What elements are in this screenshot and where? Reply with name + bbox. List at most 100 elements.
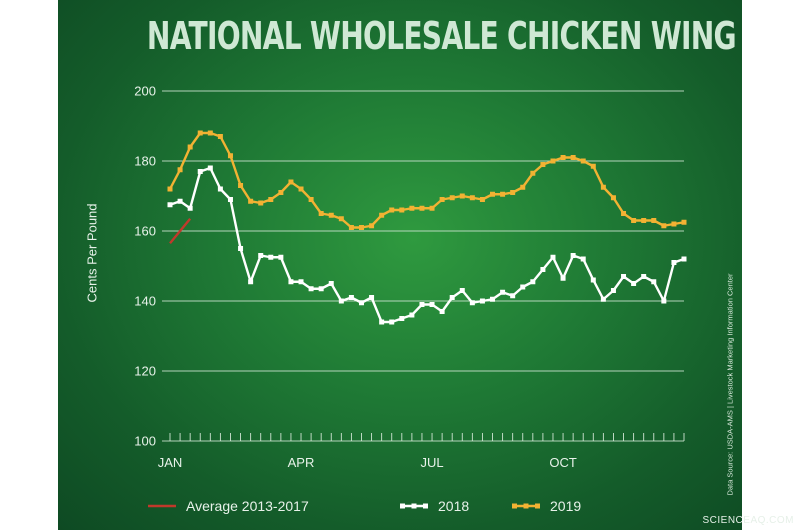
data-point-2018-week-2	[177, 198, 183, 204]
data-point-2019-week-47	[631, 218, 637, 223]
data-point-2019-week-34	[500, 191, 506, 197]
data-point-2018-week-35	[510, 293, 516, 299]
data-point-2018-week-19	[348, 295, 354, 300]
data-point-2019-week-10	[258, 200, 264, 206]
data-point-2019-week-49	[651, 218, 657, 223]
data-point-2019-week-52	[681, 219, 687, 225]
line-chart: 100 120 140 160 180 200 JAN APR JUL OCT	[134, 84, 687, 470]
y-tick-label-180: 180	[134, 154, 156, 169]
y-tick-label-100: 100	[134, 434, 156, 449]
data-point-2019-week-51	[671, 221, 677, 227]
x-tick-label-oct: OCT	[549, 455, 577, 470]
data-point-2019-week-26	[419, 205, 425, 211]
data-point-2018-week-47	[631, 281, 637, 286]
data-point-2019-week-13	[288, 179, 294, 185]
data-point-2018-week-4	[197, 169, 203, 174]
data-point-2019-week-14	[298, 186, 304, 192]
data-point-2018-week-32	[479, 298, 485, 304]
data-point-2018-week-5	[207, 165, 213, 171]
data-point-2019-week-19	[348, 225, 354, 230]
data-point-2019-week-44	[600, 184, 606, 190]
data-point-2018-week-52	[681, 256, 687, 262]
data-point-2019-week-40	[560, 155, 566, 160]
data-point-2019-week-33	[490, 191, 496, 197]
legend-item-2019: 2019	[512, 494, 581, 518]
data-point-2019-week-1	[167, 186, 173, 192]
data-point-2019-week-25	[409, 205, 415, 211]
data-point-2019-week-21	[369, 223, 375, 229]
data-point-2018-week-15	[308, 286, 314, 292]
data-point-2018-week-6	[217, 186, 223, 192]
data-point-2019-week-39	[550, 158, 556, 164]
data-point-2019-week-37	[530, 170, 536, 176]
data-point-2018-week-44	[600, 296, 606, 302]
data-point-2018-week-21	[369, 295, 375, 300]
data-point-2019-week-15	[308, 197, 314, 202]
data-point-2019-week-2	[177, 167, 183, 173]
data-point-2018-week-11	[268, 254, 274, 260]
data-point-2018-week-39	[550, 254, 556, 260]
data-point-2018-week-20	[358, 300, 364, 306]
data-point-2019-week-12	[278, 190, 284, 195]
data-point-2019-week-38	[540, 162, 546, 167]
data-point-2019-week-46	[621, 211, 627, 216]
series-line-2018	[169, 166, 685, 324]
data-point-2018-week-36	[520, 284, 526, 290]
data-point-2018-week-28	[439, 309, 445, 314]
data-point-2019-week-42	[580, 158, 586, 164]
data-point-2018-week-37	[530, 279, 536, 285]
legend-label-average: Average 2013-2017	[186, 498, 309, 514]
data-point-2018-week-49	[651, 279, 657, 285]
data-point-2018-week-41	[570, 253, 576, 258]
data-point-2018-week-40	[560, 275, 566, 281]
data-point-2019-week-36	[520, 184, 526, 190]
data-point-2019-week-18	[338, 216, 344, 222]
data-point-2019-week-41	[570, 155, 576, 160]
data-point-2019-week-7	[227, 153, 233, 159]
data-point-2018-week-17	[328, 281, 334, 286]
data-point-2019-week-28	[439, 197, 445, 202]
data-point-2018-week-16	[318, 286, 324, 292]
legend-label-2018: 2018	[438, 498, 470, 514]
watermark: SCIENCEAQ.COM	[702, 515, 794, 526]
data-point-2018-week-50	[661, 298, 667, 304]
data-point-2018-week-42	[580, 256, 586, 262]
data-point-2018-week-45	[610, 288, 616, 293]
data-point-2018-week-1	[167, 202, 173, 208]
data-point-2019-week-50	[661, 223, 667, 229]
data-point-2019-week-11	[268, 197, 274, 202]
data-point-2018-week-25	[409, 312, 415, 318]
data-point-2019-week-24	[399, 207, 405, 213]
data-point-2018-week-22	[379, 319, 385, 325]
data-point-2018-week-23	[389, 319, 395, 325]
data-point-2019-week-22	[379, 212, 385, 218]
data-point-2019-week-27	[429, 205, 435, 211]
data-point-2019-week-3	[187, 144, 193, 150]
data-point-2018-week-12	[278, 254, 284, 260]
chart-title: NATIONAL WHOLESALE CHICKEN WING PRICES	[146, 14, 742, 58]
legend-swatch-average	[148, 504, 176, 508]
data-point-2018-week-14	[298, 279, 304, 285]
legend-swatch-2019	[512, 503, 540, 509]
data-point-2018-week-33	[490, 296, 496, 302]
data-point-2019-week-20	[358, 225, 364, 230]
data-point-2019-week-35	[510, 190, 516, 195]
data-point-2018-week-7	[227, 197, 233, 202]
data-point-2019-week-16	[318, 211, 324, 216]
data-point-2019-week-4	[197, 130, 203, 136]
data-point-2019-week-48	[641, 218, 647, 223]
data-point-2018-week-3	[187, 205, 193, 211]
legend-item-average: Average 2013-2017	[148, 494, 309, 518]
data-point-2018-week-34	[500, 289, 506, 295]
legend-swatch-2018	[400, 503, 428, 509]
data-point-2019-week-5	[207, 130, 213, 136]
data-point-2018-week-46	[621, 274, 627, 279]
chart-legend: Average 2013-2017 2018 2019	[148, 494, 708, 518]
data-point-2018-week-51	[671, 260, 677, 265]
data-point-2019-week-23	[389, 207, 395, 213]
y-tick-label-200: 200	[134, 84, 156, 99]
data-point-2018-week-8	[238, 246, 244, 251]
data-point-2019-week-45	[610, 195, 616, 201]
data-point-2018-week-43	[590, 277, 596, 283]
data-point-2019-week-30	[459, 193, 465, 199]
